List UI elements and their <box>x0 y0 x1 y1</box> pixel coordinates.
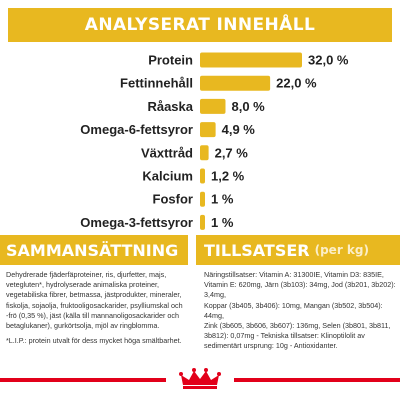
value-label: 32,0 % <box>308 53 349 68</box>
analysis-title: ANALYSERAT INNEHÅLL <box>84 15 316 35</box>
composition-line: vegetabiliska fibrer, betmassa, jästprod… <box>6 290 182 300</box>
bar <box>200 168 205 184</box>
additives-line: Zink (3b605, 3b606, 3b607): 136mg, Selen… <box>204 321 391 331</box>
analysis-title-banner: ANALYSERAT INNEHÅLL <box>8 8 392 42</box>
bar <box>200 52 302 68</box>
category-label: Omega-6-fettsyror <box>80 122 193 137</box>
category-label: Protein <box>148 53 193 68</box>
bar <box>200 214 205 230</box>
value-label: 1 % <box>211 192 234 207</box>
composition-line: betaglukaner), gurkörtsolja, mjöl av rin… <box>6 321 160 331</box>
additives-line: Vitamin E: 620mg, Järn (3b103): 34mg, Jo… <box>204 280 396 300</box>
composition-text: Dehydrerade fjäderfäproteiner, ris, djur… <box>6 270 186 331</box>
composition-line: Dehydrerade fjäderfäproteiner, ris, djur… <box>6 270 167 279</box>
additives-line: sedimentärt ursprung: 10g - Antioxidante… <box>204 341 338 351</box>
category-label: Växttråd <box>141 145 193 160</box>
composition-line: -frö (0,35 %), jäst (källa till mannanol… <box>6 310 179 320</box>
category-label: Råaska <box>147 99 193 114</box>
composition-banner: SAMMANSÄTTNING <box>0 235 188 265</box>
value-label: 1,2 % <box>211 169 245 184</box>
additives-line: Näringstillsatser: Vitamin A: 31300IE, V… <box>204 270 384 279</box>
bar <box>200 98 226 114</box>
analysis-bar-chart: Protein 32,0 % Fettinnehåll 22,0 % Råaska 8,0… <box>80 52 349 230</box>
bar <box>200 145 209 161</box>
value-label: 22,0 % <box>276 76 317 91</box>
crown-icon <box>179 368 221 389</box>
category-label: Fosfor <box>153 192 193 207</box>
value-label: 8,0 % <box>232 99 266 114</box>
additives-banner: TILLSATSER (per kg) <box>196 235 400 265</box>
value-label: 4,9 % <box>222 122 256 137</box>
additives-text: Näringstillsatser: Vitamin A: 31300IE, V… <box>204 270 396 352</box>
additives-line: 3b812): 0,07mg - Tekniska tillsatser: Kl… <box>204 331 365 341</box>
composition-line: vetegluten*, hydrolyserade animaliska pr… <box>6 280 160 290</box>
footnote: *L.I.P.: protein utvalt för dess mycket … <box>6 336 182 345</box>
additives-title: TILLSATSER <box>204 240 310 260</box>
value-label: 1 % <box>211 215 234 230</box>
category-label: Kalcium <box>142 169 193 184</box>
bar <box>200 191 205 207</box>
bar <box>200 75 271 91</box>
value-label: 2,7 % <box>215 145 249 160</box>
category-label: Omega-3-fettsyror <box>80 215 193 230</box>
category-label: Fettinnehåll <box>120 76 193 91</box>
royal-canin-crown-logo <box>166 364 234 394</box>
additives-unit: (per kg) <box>314 243 369 257</box>
composition-title: SAMMANSÄTTNING <box>6 240 179 260</box>
additives-line: Koppar (3b405, 3b406): 10mg, Mangan (3b5… <box>204 300 383 320</box>
composition-line: fiskolja, sojaolja, fruktooligosackaride… <box>6 300 183 310</box>
bar <box>200 122 216 138</box>
